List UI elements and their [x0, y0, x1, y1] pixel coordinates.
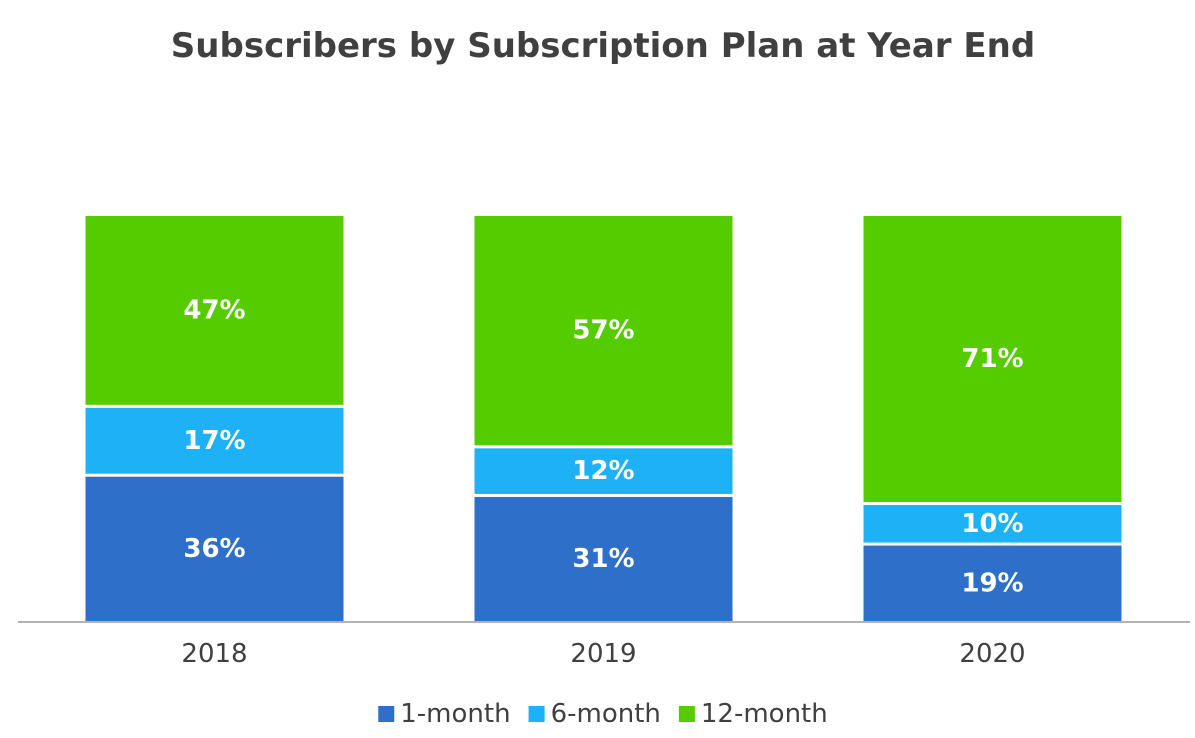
bar-segment-12-month-2019 [474, 216, 733, 446]
x-tick-label-2020: 2020 [959, 639, 1025, 669]
data-label-12-month-2018: 47% [183, 295, 245, 325]
legend-swatch-6-month [528, 706, 545, 722]
legend-swatch-12-month [678, 706, 695, 722]
legend-label-6-month: 6-month [551, 699, 661, 729]
data-label-12-month-2019: 57% [572, 316, 634, 346]
bar-segment-6-month-2020 [863, 505, 1122, 543]
data-label-6-month-2018: 17% [183, 426, 245, 456]
legend-swatch-1-month [378, 706, 395, 722]
data-label-1-month-2019: 31% [572, 544, 634, 574]
chart-title: Subscribers by Subscription Plan at Year… [171, 26, 1035, 66]
data-label-12-month-2020: 71% [961, 344, 1023, 374]
legend-item-1-month: 1-month [378, 699, 511, 729]
data-label-6-month-2020: 10% [961, 509, 1023, 539]
bar-segment-1-month-2019 [474, 496, 733, 621]
legend-label-1-month: 1-month [400, 699, 510, 729]
bar-segment-1-month-2020 [863, 545, 1122, 621]
bar-segment-12-month-2020 [863, 216, 1122, 503]
legend-label-12-month: 12-month [701, 699, 828, 729]
bar-segment-6-month-2018 [85, 407, 344, 474]
x-tick-label-2018: 2018 [181, 639, 247, 669]
bars-group: 36% 17% 47% 31% 12% 57% 19% 10% 71% [85, 216, 1122, 621]
data-label-6-month-2019: 12% [572, 456, 634, 486]
bar-segment-6-month-2019 [474, 448, 733, 494]
bar-segment-1-month-2018 [85, 476, 344, 621]
bar-segment-12-month-2018 [85, 216, 344, 405]
data-label-1-month-2018: 36% [183, 534, 245, 564]
legend-item-6-month: 6-month [528, 699, 661, 729]
data-label-1-month-2020: 19% [961, 568, 1023, 598]
legend-item-12-month: 12-month [678, 699, 828, 729]
x-tick-labels: 2018 2019 2020 [181, 639, 1025, 669]
x-tick-label-2019: 2019 [570, 639, 636, 669]
legend: 1-month 6-month 12-month [378, 699, 828, 729]
